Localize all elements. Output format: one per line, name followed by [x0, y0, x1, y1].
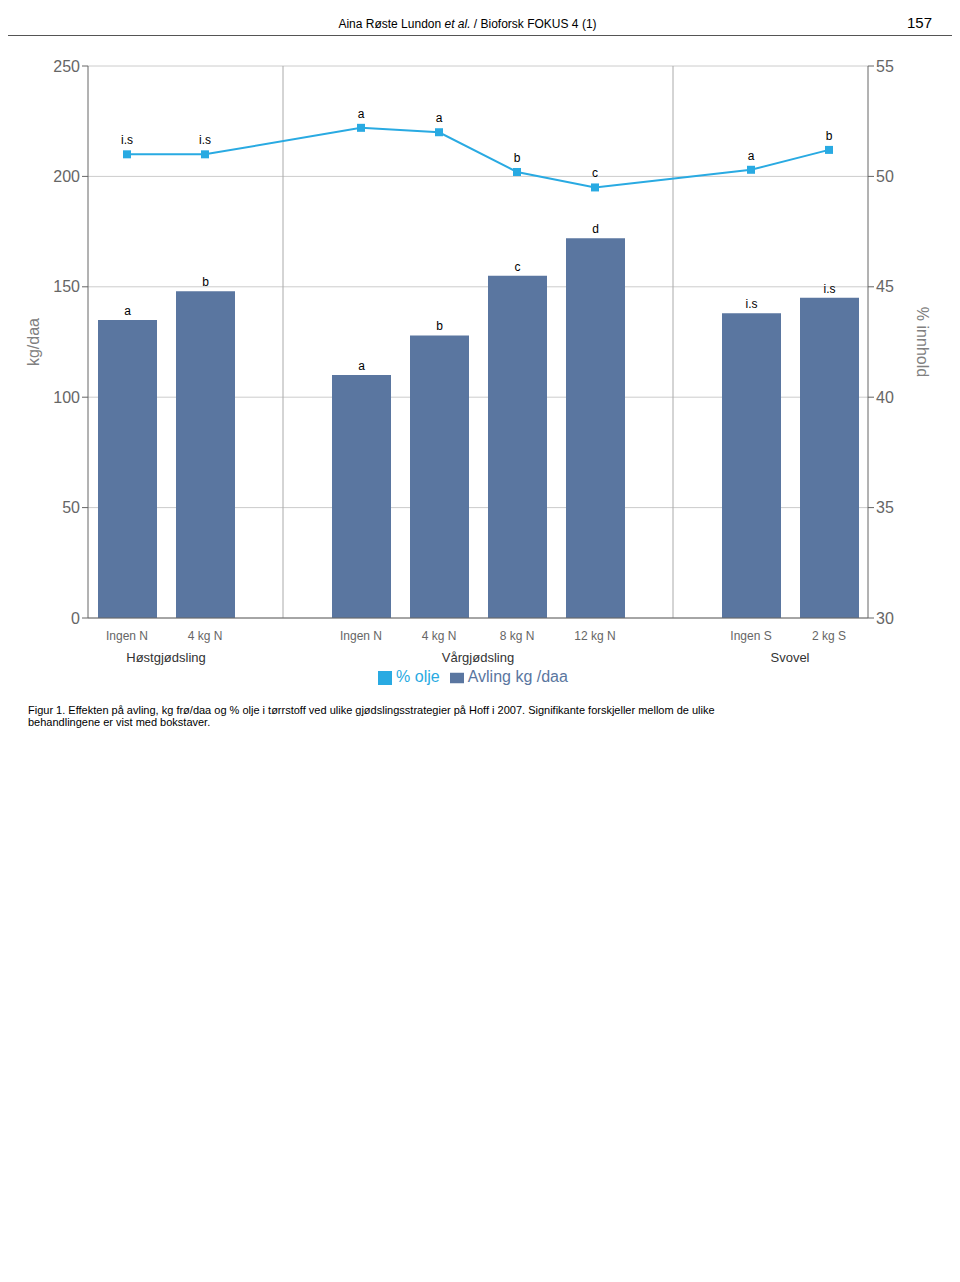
svg-text:i.s: i.s — [121, 133, 133, 147]
svg-text:2 kg S: 2 kg S — [812, 629, 846, 643]
svg-text:4 kg N: 4 kg N — [188, 629, 223, 643]
svg-text:Ingen N: Ingen N — [340, 629, 382, 643]
html-text:Figur 1. Effekten på avling, k: Figur 1. Effekten på avling, kg frø/daa … — [28, 704, 715, 716]
svg-text:250: 250 — [53, 58, 80, 75]
svg-text:35: 35 — [876, 499, 894, 516]
html-text:% olje: % olje — [396, 668, 440, 685]
svg-text:a: a — [124, 304, 131, 318]
svg-text:55: 55 — [876, 58, 894, 75]
svg-text:50: 50 — [62, 499, 80, 516]
svg-text:c: c — [515, 260, 521, 274]
svg-text:a: a — [358, 107, 365, 121]
svg-text:50: 50 — [876, 168, 894, 185]
svg-text:Ingen S: Ingen S — [730, 629, 771, 643]
svg-text:i.s: i.s — [199, 133, 211, 147]
svg-text:i.s: i.s — [746, 297, 758, 311]
svg-text:40: 40 — [876, 389, 894, 406]
svg-text:b: b — [826, 129, 833, 143]
html-text:Avling kg /daa: Avling kg /daa — [467, 668, 568, 685]
svg-text:b: b — [514, 151, 521, 165]
svg-text:200: 200 — [53, 168, 80, 185]
svg-text:150: 150 — [53, 278, 80, 295]
html-text:behandlingene er vist med boks: behandlingene er vist med bokstaver. — [28, 716, 211, 728]
svg-text:8 kg N: 8 kg N — [500, 629, 535, 643]
svg-text:b: b — [202, 275, 209, 289]
html-text:157: 157 — [907, 14, 932, 31]
svg-text:4 kg N: 4 kg N — [422, 629, 457, 643]
svg-text:Høstgjødsling: Høstgjødsling — [126, 650, 205, 665]
svg-text:0: 0 — [71, 610, 80, 627]
svg-text:45: 45 — [876, 278, 894, 295]
svg-text:a: a — [358, 359, 365, 373]
svg-text:100: 100 — [53, 389, 80, 406]
svg-text:b: b — [436, 319, 443, 333]
svg-text:kg/daa: kg/daa — [25, 318, 42, 366]
svg-text:a: a — [436, 111, 443, 125]
svg-text:d: d — [592, 222, 599, 236]
svg-text:Svovel: Svovel — [770, 650, 809, 665]
svg-text:i.s: i.s — [824, 282, 836, 296]
svg-text:Ingen N: Ingen N — [106, 629, 148, 643]
svg-text:30: 30 — [876, 610, 894, 627]
svg-text:a: a — [748, 149, 755, 163]
svg-text:% innhold: % innhold — [914, 307, 931, 377]
html-text:Aina Røste Lundon et al. / Bio: Aina Røste Lundon et al. / Bioforsk FOKU… — [338, 17, 597, 31]
svg-text:Vårgjødsling: Vårgjødsling — [442, 650, 514, 665]
svg-text:12 kg N: 12 kg N — [574, 629, 615, 643]
svg-text:c: c — [592, 166, 598, 180]
